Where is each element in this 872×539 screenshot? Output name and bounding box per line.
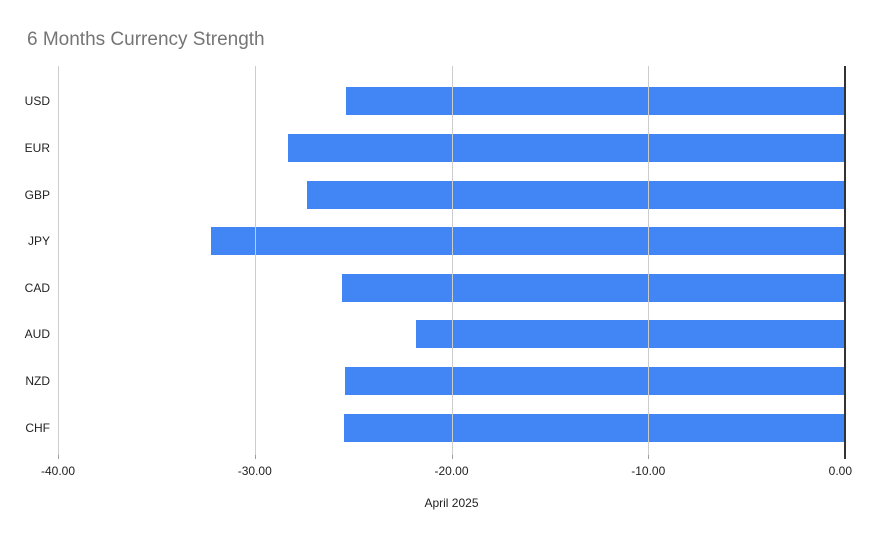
- category-label-jpy: JPY: [27, 234, 50, 249]
- bar-usd: [346, 87, 844, 116]
- category-label-chf: CHF: [25, 420, 50, 435]
- zero-axis-line: [844, 66, 846, 459]
- bar-jpy: [211, 227, 844, 256]
- x-tick-label: 0.00: [828, 464, 853, 478]
- tick-mark: [648, 455, 650, 459]
- category-label-usd: USD: [24, 94, 50, 109]
- gridline: [254, 66, 256, 455]
- tick-mark: [58, 455, 59, 459]
- bar-aud: [416, 320, 844, 349]
- bar-gbp: [307, 180, 844, 209]
- bar-eur: [288, 133, 844, 162]
- category-labels-layer: USD EUR GBP JPY CAD AUD NZD CHF: [25, 78, 845, 451]
- gridline: [451, 66, 453, 455]
- x-axis-title: April 2025: [424, 496, 479, 510]
- x-tick-label: -40.00: [40, 464, 76, 478]
- tick-mark: [451, 455, 453, 459]
- category-label-nzd: NZD: [25, 374, 50, 389]
- bar-chf: [343, 413, 844, 442]
- gridline: [648, 66, 650, 455]
- category-label-gbp: GBP: [24, 187, 50, 202]
- category-label-cad: CAD: [24, 280, 50, 295]
- bar-nzd: [345, 367, 844, 396]
- category-label-aud: AUD: [24, 327, 50, 342]
- tick-mark: [254, 455, 256, 459]
- x-tick-label: -30.00: [237, 464, 272, 478]
- bars-layer: [58, 78, 845, 451]
- bar-cad: [342, 273, 844, 302]
- plot-area: USD EUR GBP JPY CAD AUD NZD CHF -40.00 -30.00 -20…: [25, 66, 852, 478]
- gridline: [58, 66, 59, 455]
- x-tick-label: -20.00: [434, 464, 469, 478]
- chart-title: 6 Months Currency Strength: [27, 29, 265, 50]
- category-label-eur: EUR: [24, 140, 50, 155]
- x-tick-label: -10.00: [631, 464, 666, 478]
